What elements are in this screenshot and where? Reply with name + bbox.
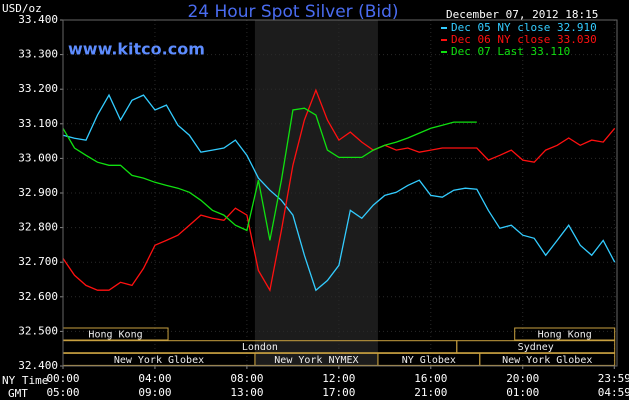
y-tick-label: 33.000 xyxy=(18,151,58,164)
x-tick-label: 08:00 xyxy=(230,372,263,385)
x-tick-label: 20:00 xyxy=(506,372,539,385)
x2-tick-label: 04:59 xyxy=(598,386,629,399)
y-tick-label: 33.200 xyxy=(18,82,58,95)
y-tick-label: 32.400 xyxy=(18,359,58,372)
session-box xyxy=(514,327,616,341)
x-tick-label: 12:00 xyxy=(322,372,355,385)
y-tick-label: 33.300 xyxy=(18,48,58,61)
x2-axis-label: GMT xyxy=(8,387,28,400)
timestamp: December 07, 2012 18:15 xyxy=(446,8,598,21)
x2-tick-label: 21:00 xyxy=(414,386,447,399)
chart-title: 24 Hour Spot Silver (Bid) xyxy=(187,2,398,22)
session-label: London xyxy=(242,342,278,353)
session-label: NY Globex xyxy=(402,355,456,366)
series-line xyxy=(62,88,616,293)
legend-label: Dec 07 Last 33.110 xyxy=(451,45,570,58)
x-tick-label: 04:00 xyxy=(138,372,171,385)
session-label: New York NYMEX xyxy=(274,355,358,366)
series-line xyxy=(62,93,616,292)
series-line xyxy=(62,107,477,241)
session-label: Sydney xyxy=(518,342,554,353)
session-label: Hong Kong xyxy=(538,330,592,341)
legend-label: Dec 05 NY close 32.910 xyxy=(451,21,597,34)
x-tick-label: 23:59 xyxy=(598,372,629,385)
source: www.kitco.com xyxy=(68,40,205,59)
y-tick-label: 32.500 xyxy=(18,324,58,337)
y-axis-label: USD/oz xyxy=(2,2,42,15)
x2-tick-label: 09:00 xyxy=(138,386,171,399)
x-tick-label: 00:00 xyxy=(46,372,79,385)
x2-tick-label: 13:00 xyxy=(230,386,263,399)
session-label: New York Globex xyxy=(114,355,204,366)
x2-tick-label: 05:00 xyxy=(46,386,79,399)
x2-tick-label: 17:00 xyxy=(322,386,355,399)
y-tick-label: 32.900 xyxy=(18,186,58,199)
y-tick-label: 32.800 xyxy=(18,221,58,234)
y-tick-label: 32.600 xyxy=(18,290,58,303)
session-box xyxy=(479,352,616,366)
x2-tick-label: 01:00 xyxy=(506,386,539,399)
plot-frame xyxy=(62,19,618,367)
x-tick-label: 16:00 xyxy=(414,372,447,385)
y-tick-label: 33.400 xyxy=(18,13,58,26)
session-box xyxy=(456,340,616,354)
legend-label: Dec 06 NY close 33.030 xyxy=(451,33,597,46)
session-label: Hong Kong xyxy=(88,330,142,341)
y-tick-label: 33.100 xyxy=(18,117,58,130)
y-tick-label: 32.700 xyxy=(18,255,58,268)
x-axis-label: NY Time xyxy=(2,374,48,387)
session-label: New York Globex xyxy=(502,355,592,366)
